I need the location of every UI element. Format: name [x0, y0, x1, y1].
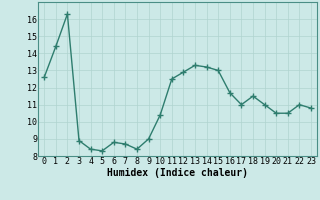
- X-axis label: Humidex (Indice chaleur): Humidex (Indice chaleur): [107, 168, 248, 178]
